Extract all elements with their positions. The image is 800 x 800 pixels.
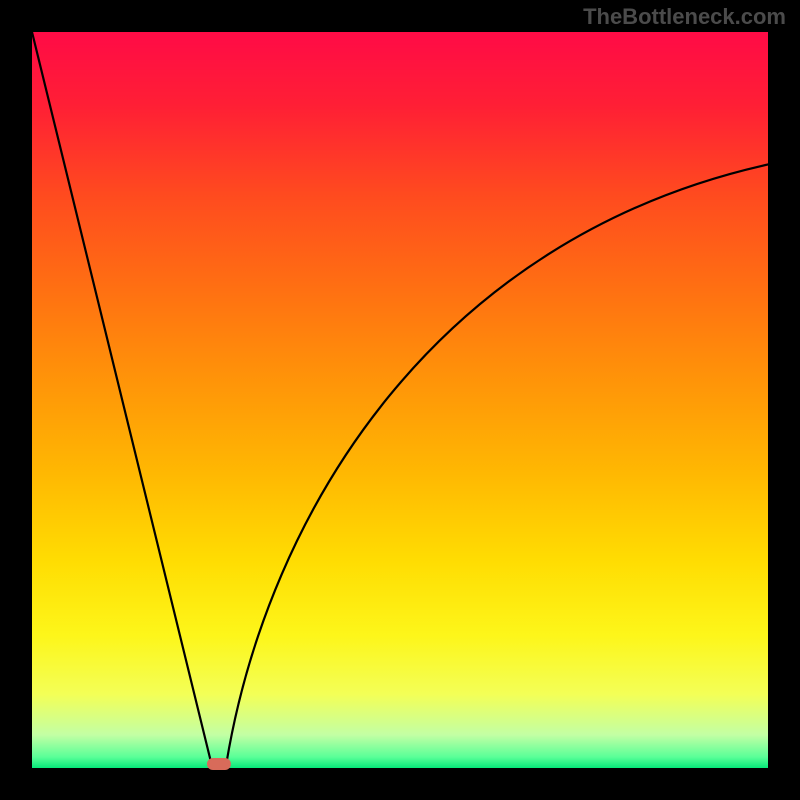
bottleneck-chart: TheBottleneck.com (0, 0, 800, 800)
plot-area (32, 32, 768, 768)
chart-svg (0, 0, 800, 800)
trough-marker (207, 758, 231, 770)
watermark-text: TheBottleneck.com (583, 4, 786, 30)
